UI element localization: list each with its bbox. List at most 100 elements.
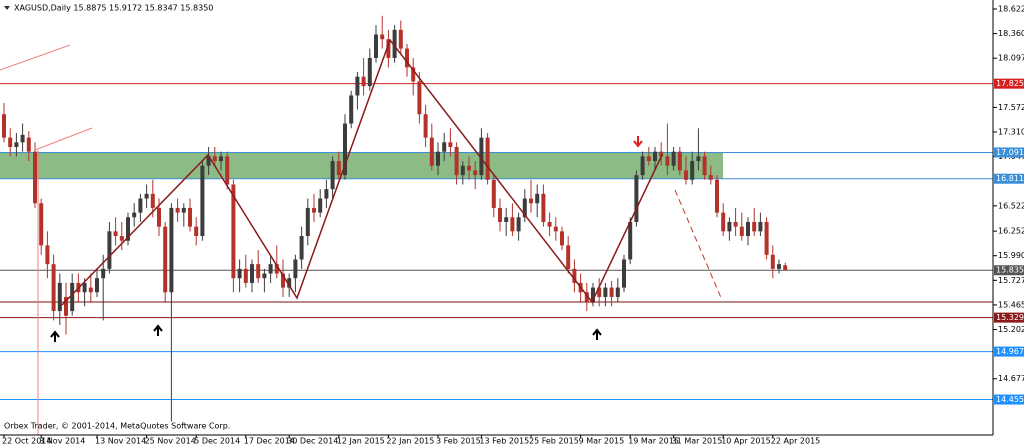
chart-title: XAGUSD,Daily 15.8875 15.9172 15.8347 15.… xyxy=(14,4,213,13)
level-label-bg xyxy=(994,78,1024,89)
candle-body xyxy=(243,268,248,283)
candle-body xyxy=(51,264,56,312)
x-tick-label: 25 Nov 2014 xyxy=(145,437,196,446)
candle-body xyxy=(702,156,707,176)
candle-body xyxy=(510,217,515,232)
candle-body xyxy=(212,156,217,162)
level-label-bg xyxy=(994,346,1024,357)
candle-body xyxy=(708,175,713,180)
candle-body xyxy=(88,287,93,293)
candle-body xyxy=(343,123,347,176)
candle-body xyxy=(64,296,68,316)
candle-body xyxy=(287,278,292,288)
candle-body xyxy=(250,264,254,283)
x-tick-label: 13 Feb 2015 xyxy=(479,437,529,446)
candle-body xyxy=(684,170,688,180)
y-tick-label: 18.0975 xyxy=(998,54,1024,63)
y-tick-label: 16.2525 xyxy=(998,227,1024,236)
candle-body xyxy=(219,156,223,162)
candle-body xyxy=(188,207,192,227)
candle-body xyxy=(690,161,695,180)
candle-body xyxy=(721,212,726,232)
candle-body xyxy=(436,151,440,166)
axis-layer: 18.622518.360018.097517.572517.310017.04… xyxy=(2,4,1024,446)
candle-body xyxy=(181,207,186,213)
candle-body xyxy=(14,142,19,147)
candle-body xyxy=(671,151,676,166)
candle-body xyxy=(237,268,242,279)
candle-body xyxy=(566,245,571,269)
candle-body xyxy=(101,268,106,279)
x-tick-label: 30 Dec 2014 xyxy=(287,437,338,446)
y-tick-label: 17.5725 xyxy=(998,103,1024,112)
candle-body xyxy=(39,203,44,246)
candle-body xyxy=(305,207,310,237)
annotations xyxy=(0,38,723,435)
candle-body xyxy=(498,207,502,222)
candle-body xyxy=(206,156,211,166)
candle-body xyxy=(560,231,564,246)
candle-body xyxy=(460,165,465,176)
y-tick-label: 14.6775 xyxy=(998,374,1024,383)
candle-body xyxy=(739,226,744,237)
x-tick-label: 3 Nov 2014 xyxy=(39,437,85,446)
candle-body xyxy=(423,114,428,138)
candle-body xyxy=(26,137,31,152)
candle-body xyxy=(281,273,285,288)
x-tick-label: 13 Nov 2014 xyxy=(95,437,146,446)
trend-line xyxy=(34,127,93,151)
candle-body xyxy=(622,259,626,288)
candle-body xyxy=(653,151,657,162)
candle-body xyxy=(467,165,471,171)
candle-body xyxy=(312,207,316,213)
candle-body xyxy=(522,198,527,218)
candle-body xyxy=(355,76,360,96)
x-tick-label: 31 Mar 2015 xyxy=(672,437,723,446)
candle-body xyxy=(380,34,385,40)
x-tick-label: 9 Mar 2015 xyxy=(579,437,625,446)
candle-body xyxy=(646,156,651,162)
candle-body xyxy=(8,137,13,147)
candle-body xyxy=(473,170,478,176)
candle-body xyxy=(144,193,149,199)
candle-body xyxy=(293,259,298,279)
candle-body xyxy=(746,221,750,237)
candle-body xyxy=(169,207,174,293)
level-label: 17.8258 xyxy=(996,79,1024,88)
candle-body xyxy=(454,146,459,176)
level-label: 17.0916 xyxy=(996,148,1024,157)
candle-body xyxy=(764,221,769,255)
candle-body xyxy=(715,179,719,213)
candle-body xyxy=(119,236,124,241)
candle-body xyxy=(374,34,378,58)
y-tick-label: 16.5225 xyxy=(998,201,1024,210)
x-tick-label: 19 Mar 2015 xyxy=(628,437,679,446)
x-tick-label: 17 Dec 2014 xyxy=(244,437,295,446)
candle-body xyxy=(491,179,496,208)
candle-body xyxy=(361,76,366,87)
candle-body xyxy=(770,254,775,269)
candle-body xyxy=(33,151,37,204)
x-tick-label: 22 Apr 2015 xyxy=(771,437,820,446)
candle-body xyxy=(417,81,422,115)
candle-body xyxy=(479,137,484,176)
x-tick-label: 12 Jan 2015 xyxy=(337,437,385,446)
candle-body xyxy=(677,151,682,171)
zone-layer xyxy=(0,152,723,179)
candle-body xyxy=(349,95,354,124)
candle-body xyxy=(175,207,180,213)
candle-body xyxy=(553,226,558,232)
level-label-bg xyxy=(994,265,1024,276)
y-tick-label: 15.9900 xyxy=(998,251,1024,260)
candle-body xyxy=(752,221,757,232)
y-tick-label: 18.6225 xyxy=(998,4,1024,13)
candle-body xyxy=(783,265,788,271)
candle-body xyxy=(529,198,533,204)
up-arrow xyxy=(592,328,602,340)
y-tick-label: 15.4650 xyxy=(998,300,1024,309)
candle-body xyxy=(535,193,540,204)
footer: Orbex Trader, © 2001-2014, MetaQuotes So… xyxy=(4,422,230,431)
